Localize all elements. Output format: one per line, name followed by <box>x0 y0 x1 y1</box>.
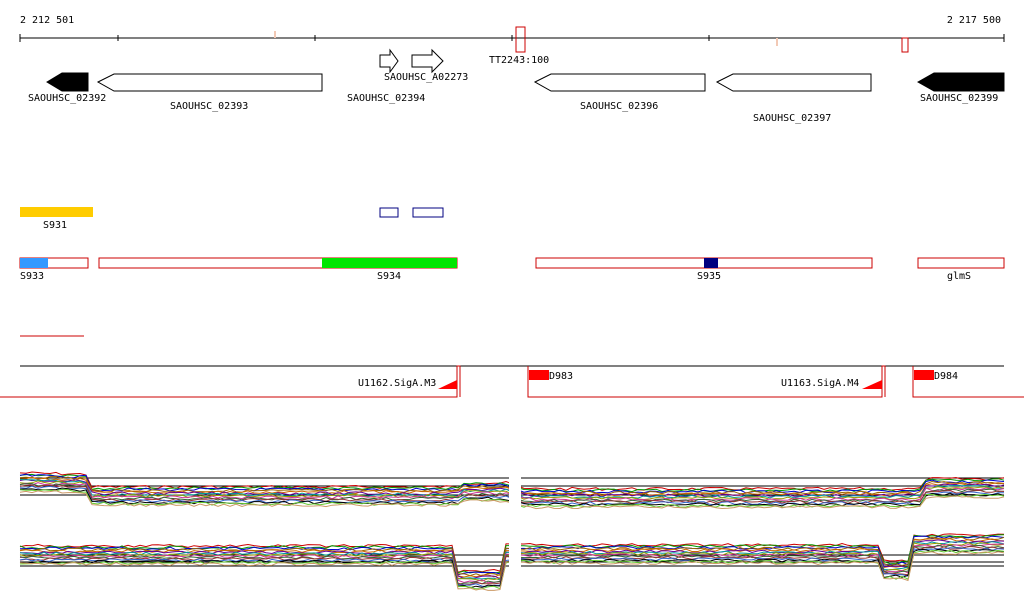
gene-arrow-saouhsc-02392[interactable] <box>46 72 89 92</box>
profile-trace <box>19 473 1005 494</box>
profile-trace <box>19 471 1005 491</box>
ruler-marker <box>776 38 778 46</box>
gene-arrow-saouhsc-02397[interactable] <box>715 73 872 92</box>
ruler-end-label: 2 217 500 <box>947 15 1001 26</box>
gene-arrow-saouhsc-02393[interactable] <box>96 73 323 92</box>
profile-trace <box>19 536 1005 577</box>
promoter-u1163[interactable] <box>862 380 882 389</box>
transcript-line <box>0 365 461 398</box>
profile-gap <box>509 528 521 588</box>
gene-label-saouhsc-02393: SAOUHSC_02393 <box>170 101 248 112</box>
gene-label-tt2243: TT2243:100 <box>489 55 549 66</box>
tt2243-marker[interactable] <box>515 26 526 53</box>
gene-label-saouhsc-a02273: SAOUHSC_A02273 <box>384 72 468 83</box>
feature-label-glms: glmS <box>947 271 971 282</box>
terminator-marker[interactable] <box>901 37 909 53</box>
gene-label-saouhsc-02399: SAOUHSC_02399 <box>920 93 998 104</box>
gene-label-saouhsc-02397: SAOUHSC_02397 <box>753 113 831 124</box>
expression-profile-panel-lower <box>19 528 1005 591</box>
profile-trace <box>19 533 1005 573</box>
gene-arrow-saouhsc-02399[interactable] <box>916 72 1005 92</box>
feature-label-s933: S933 <box>20 271 44 282</box>
feature-label-s935: S935 <box>697 271 721 282</box>
feature-label-s931: S931 <box>43 220 67 231</box>
feature-box[interactable] <box>917 257 1005 269</box>
feature-label-s934: S934 <box>377 271 401 282</box>
profile-trace <box>19 543 1005 584</box>
promoter-label-d983: D983 <box>549 371 573 382</box>
promoter-label-u1162: U1162.SigA.M3 <box>358 378 436 389</box>
gene-arrow-saouhsc-02396[interactable] <box>533 73 706 92</box>
feature-box[interactable] <box>412 207 444 218</box>
feature-s933[interactable] <box>20 258 48 268</box>
gene-track: SAOUHSC_02392 SAOUHSC_02393 SAOUHSC_0239… <box>28 48 1005 124</box>
transcript-line <box>912 366 1024 398</box>
profile-trace <box>19 476 1005 497</box>
profile-trace <box>19 534 1005 574</box>
feature-track-2: S933 S934 S935 glmS <box>19 257 1005 337</box>
ruler-start-label: 2 212 501 <box>20 15 74 26</box>
promoter-d984[interactable] <box>914 370 934 380</box>
feature-box[interactable] <box>379 207 399 218</box>
profile-trace <box>19 490 1005 510</box>
ruler-marker <box>274 31 276 38</box>
feature-track-1: S931 <box>20 207 444 231</box>
gene-label-saouhsc-02394: SAOUHSC_02394 <box>347 93 425 104</box>
feature-s931[interactable] <box>20 207 93 217</box>
profile-trace <box>19 541 1005 581</box>
profile-trace <box>19 544 1005 585</box>
gene-label-saouhsc-02396: SAOUHSC_02396 <box>580 101 658 112</box>
profile-trace <box>19 482 1005 502</box>
profile-gap <box>509 466 521 526</box>
promoter-track: U1162.SigA.M3 D983 U1163.SigA.M4 D984 <box>0 365 1024 398</box>
gene-arrow-saouhsc-02394[interactable] <box>379 48 399 74</box>
gene-arrow-saouhsc-a02273[interactable] <box>411 48 444 74</box>
coordinate-ruler: 2 212 501 2 217 500 <box>19 15 1005 53</box>
gene-label-saouhsc-02392: SAOUHSC_02392 <box>28 93 106 104</box>
promoter-d983[interactable] <box>529 370 549 380</box>
promoter-label-u1163: U1163.SigA.M4 <box>781 378 859 389</box>
promoter-u1162[interactable] <box>438 380 457 389</box>
promoter-label-d984: D984 <box>934 371 958 382</box>
expression-profile-panel-upper <box>19 466 1005 526</box>
feature-s934[interactable] <box>322 258 457 268</box>
feature-s935[interactable] <box>704 258 718 268</box>
profile-trace <box>19 551 1005 591</box>
profile-trace <box>19 485 1004 506</box>
